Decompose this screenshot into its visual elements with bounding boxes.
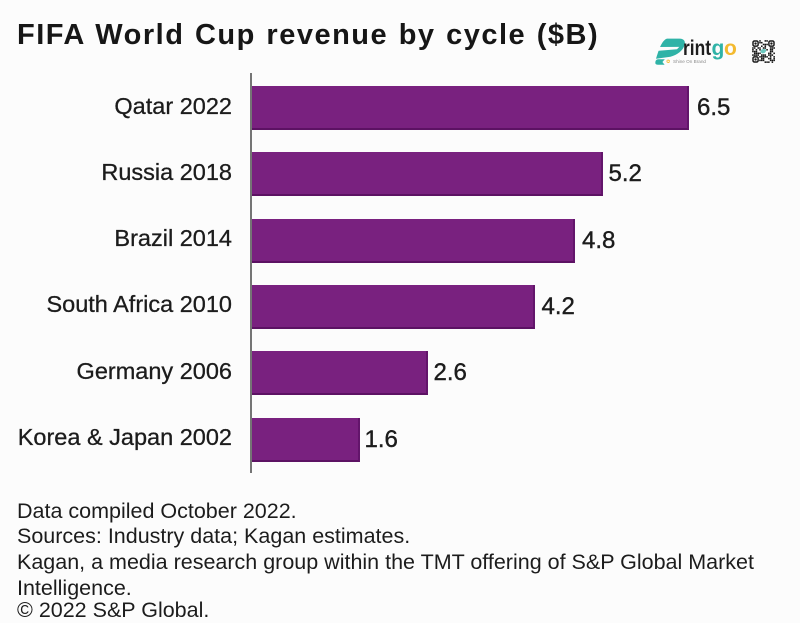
svg-text:o: o <box>724 37 737 60</box>
svg-text:rint: rint <box>683 37 711 60</box>
svg-text:g: g <box>712 37 725 60</box>
svg-text:Shine On Brand: Shine On Brand <box>673 59 706 64</box>
